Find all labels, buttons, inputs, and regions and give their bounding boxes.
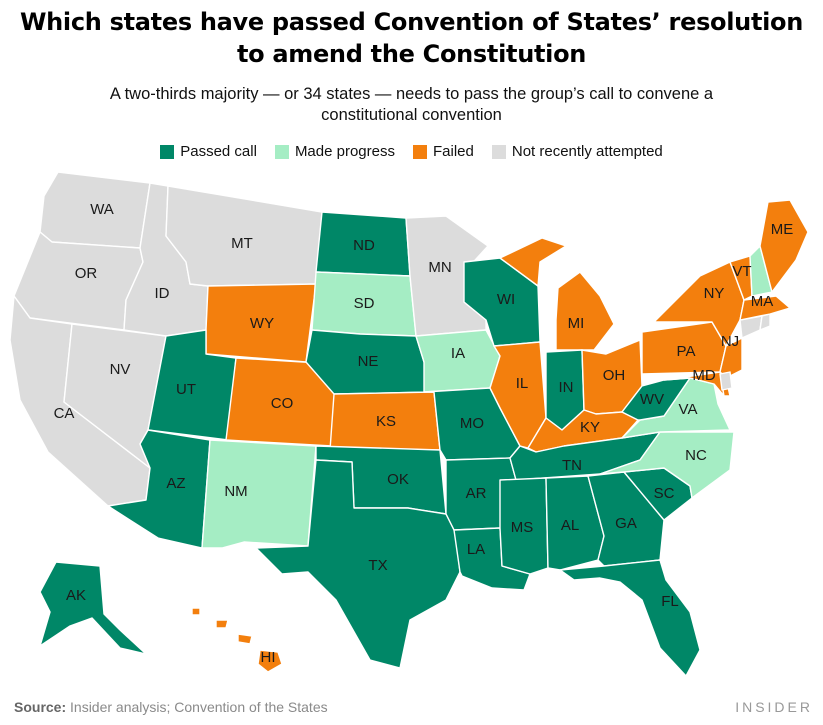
state-label-NE: NE <box>358 353 379 370</box>
chart-subtitle: A two-thirds majority — or 34 states — n… <box>60 84 763 126</box>
state-label-NJ: NJ <box>721 333 739 350</box>
subtitle-line-1: A two-thirds majority — or 34 states — n… <box>109 85 714 103</box>
source-label: Source: <box>14 699 67 715</box>
state-label-KS: KS <box>376 413 396 430</box>
state-HI-kauai <box>191 607 201 616</box>
legend-label-passed: Passed call <box>180 143 257 160</box>
state-label-MS: MS <box>511 519 534 536</box>
state-label-MD: MD <box>692 367 715 384</box>
state-label-VA: VA <box>679 401 698 418</box>
state-MD <box>663 371 725 397</box>
state-label-UT: UT <box>176 381 196 398</box>
state-MI <box>499 237 567 287</box>
state-AK <box>39 561 147 655</box>
state-NC <box>599 431 735 499</box>
state-label-GA: GA <box>615 515 637 532</box>
state-labels: WA OR CA NV ID MT WY UT AZ CO NM ND SD NE KS OK TX MN IA MO… <box>54 201 794 666</box>
state-label-AZ: AZ <box>166 475 185 492</box>
state-DC <box>719 371 733 391</box>
state-label-SC: SC <box>654 485 675 502</box>
state-label-IN: IN <box>559 379 574 396</box>
state-label-ND: ND <box>353 237 375 254</box>
state-label-IA: IA <box>451 345 465 362</box>
state-label-VT: VT <box>732 263 751 280</box>
state-label-AL: AL <box>561 517 579 534</box>
states-layer <box>9 171 809 677</box>
state-label-WY: WY <box>250 315 274 332</box>
state-label-AR: AR <box>466 485 487 502</box>
state-label-LA: LA <box>467 541 485 558</box>
state-label-KY: KY <box>580 419 600 436</box>
state-label-WI: WI <box>497 291 515 308</box>
state-label-CA: CA <box>54 405 75 422</box>
state-TX <box>255 459 461 669</box>
state-HI <box>257 649 283 673</box>
legend-item-progress: Made progress <box>274 143 395 160</box>
subtitle-line-2: constitutional convention <box>321 106 502 124</box>
state-HI-maui <box>237 633 253 645</box>
state-HI-oahu <box>215 619 229 629</box>
state-label-NV: NV <box>110 361 131 378</box>
state-label-PA: PA <box>677 343 696 360</box>
state-label-MT: MT <box>231 235 253 252</box>
state-label-OK: OK <box>387 471 409 488</box>
state-label-MN: MN <box>428 259 451 276</box>
insider-logo: INSIDER <box>735 699 813 715</box>
state-MA <box>739 295 791 321</box>
state-label-TN: TN <box>562 457 582 474</box>
state-label-MI: MI <box>568 315 585 332</box>
state-label-MO: MO <box>460 415 484 432</box>
legend-item-none: Not recently attempted <box>491 143 663 160</box>
legend-item-passed: Passed call <box>160 143 257 160</box>
state-label-FL: FL <box>661 593 679 610</box>
state-WY <box>205 283 317 363</box>
state-WV <box>621 377 691 421</box>
state-label-CO: CO <box>271 395 294 412</box>
chart-title: Which states have passed Convention of S… <box>0 6 823 70</box>
state-MI-lower <box>555 271 615 351</box>
source-note: Source: Insider analysis; Convention of … <box>14 699 328 715</box>
state-NJ <box>719 337 743 379</box>
state-label-IL: IL <box>516 375 529 392</box>
state-ME <box>759 199 809 293</box>
title-line-1: Which states have passed Convention of S… <box>19 8 804 36</box>
state-label-OH: OH <box>603 367 626 384</box>
legend-swatch-none <box>491 144 506 159</box>
legend-label-none: Not recently attempted <box>511 143 663 160</box>
state-label-WV: WV <box>640 391 664 408</box>
state-label-NM: NM <box>224 483 247 500</box>
state-label-TX: TX <box>368 557 387 574</box>
state-label-AK: AK <box>66 587 86 604</box>
state-label-ID: ID <box>155 285 170 302</box>
state-label-NY: NY <box>704 285 725 302</box>
state-label-NC: NC <box>685 447 707 464</box>
state-label-MA: MA <box>751 293 774 310</box>
state-label-WA: WA <box>90 201 114 218</box>
source-text: Insider analysis; Convention of the Stat… <box>66 699 328 715</box>
legend: Passed call Made progress Failed Not rec… <box>0 143 823 160</box>
state-label-HI: HI <box>261 649 276 666</box>
legend-item-failed: Failed <box>413 143 474 160</box>
state-NM <box>201 439 317 549</box>
legend-swatch-passed <box>160 144 175 159</box>
state-label-ME: ME <box>771 221 794 238</box>
title-line-2: to amend the Constitution <box>236 40 587 68</box>
legend-label-failed: Failed <box>433 143 474 160</box>
legend-label-progress: Made progress <box>294 143 395 160</box>
state-label-OR: OR <box>75 265 98 282</box>
legend-swatch-progress <box>274 144 289 159</box>
state-FL <box>559 559 701 677</box>
state-label-SD: SD <box>354 295 375 312</box>
legend-swatch-failed <box>413 144 427 159</box>
